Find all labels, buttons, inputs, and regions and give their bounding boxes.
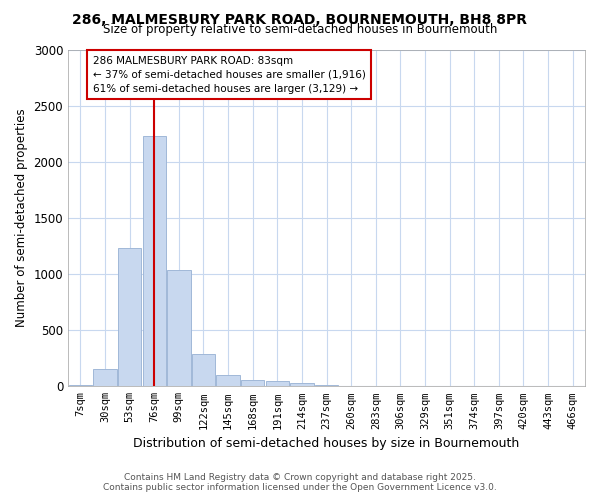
Y-axis label: Number of semi-detached properties: Number of semi-detached properties: [15, 109, 28, 328]
Bar: [241, 380, 265, 386]
Bar: [266, 382, 289, 386]
Text: Contains HM Land Registry data © Crown copyright and database right 2025.
Contai: Contains HM Land Registry data © Crown c…: [103, 473, 497, 492]
Bar: [68, 385, 92, 386]
Bar: [290, 383, 314, 386]
Text: 286 MALMESBURY PARK ROAD: 83sqm
← 37% of semi-detached houses are smaller (1,916: 286 MALMESBURY PARK ROAD: 83sqm ← 37% of…: [92, 56, 365, 94]
Bar: [192, 354, 215, 386]
Bar: [217, 374, 240, 386]
X-axis label: Distribution of semi-detached houses by size in Bournemouth: Distribution of semi-detached houses by …: [133, 437, 520, 450]
Text: 286, MALMESBURY PARK ROAD, BOURNEMOUTH, BH8 8PR: 286, MALMESBURY PARK ROAD, BOURNEMOUTH, …: [73, 12, 527, 26]
Bar: [93, 369, 116, 386]
Bar: [118, 248, 141, 386]
Text: Size of property relative to semi-detached houses in Bournemouth: Size of property relative to semi-detach…: [103, 22, 497, 36]
Bar: [143, 136, 166, 386]
Bar: [167, 270, 191, 386]
